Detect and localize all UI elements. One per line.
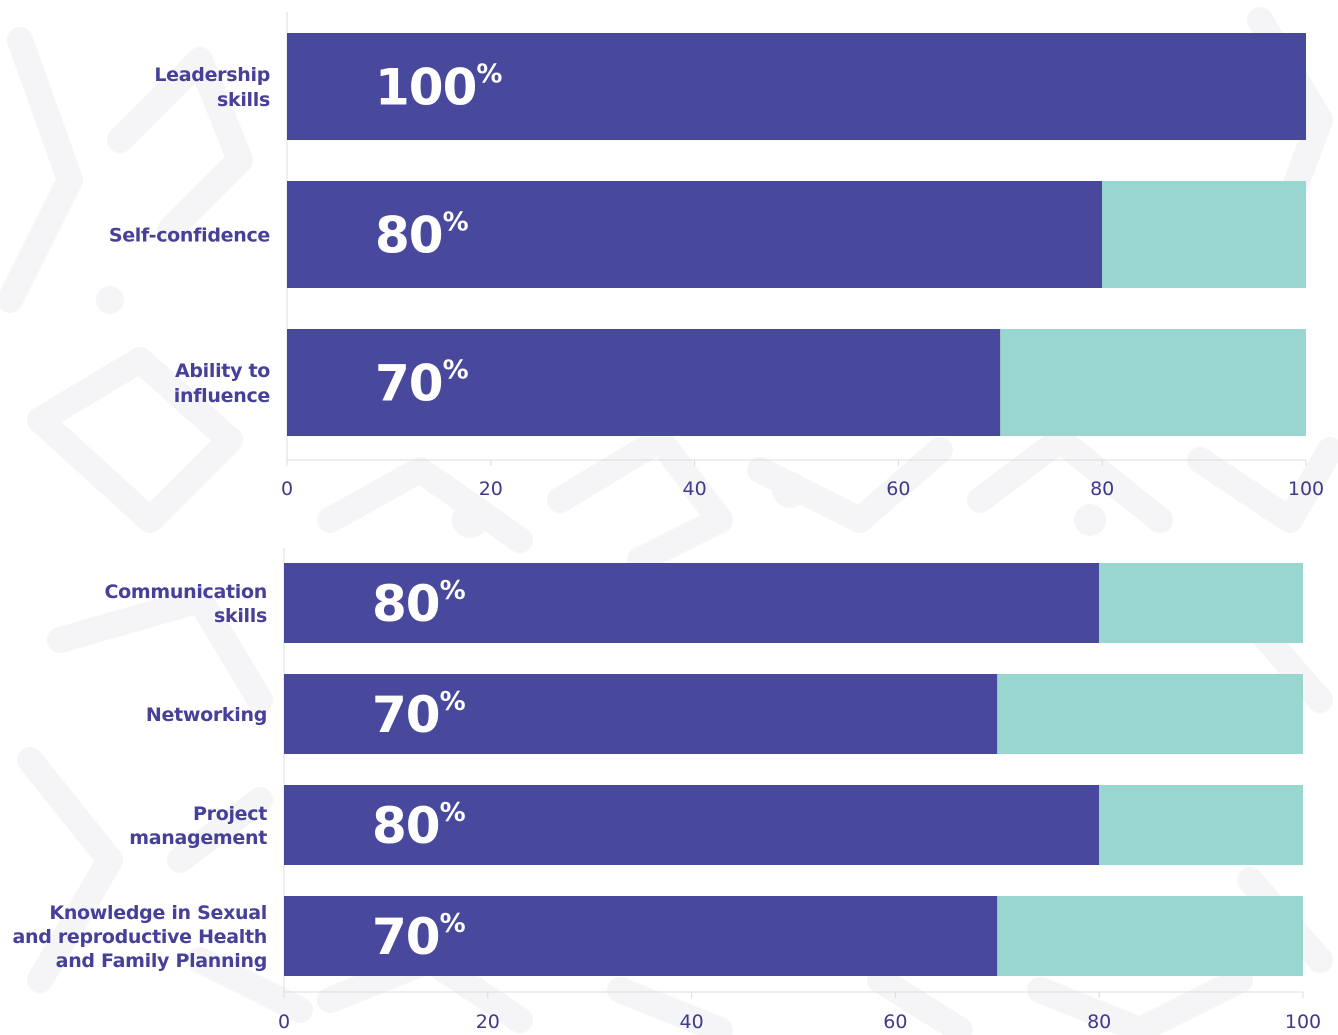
- x-tick-label: 20: [479, 478, 503, 500]
- bar-group: Knowledge in Sexual and reproductive Heal…: [12, 896, 1303, 976]
- value-label: 80%: [375, 207, 469, 265]
- category-label: Project management: [129, 803, 267, 849]
- x-tick-label: 0: [281, 478, 293, 500]
- x-tick-label: 60: [886, 478, 910, 500]
- bar-group: Ability to influence 70%: [174, 329, 1306, 436]
- x-tick-label: 60: [883, 1011, 907, 1033]
- bar-value-segment: [284, 896, 998, 976]
- category-label: Ability to influence: [174, 360, 270, 407]
- bar-remainder-segment: [997, 674, 1303, 754]
- bar-group: Self-confidence 80%: [109, 181, 1306, 288]
- chart-top: 0 20 40 60 80 100 Leadership skills 100% Self-con…: [109, 12, 1324, 500]
- bar-group: Networking 70%: [146, 674, 1303, 754]
- category-label: Networking: [146, 704, 267, 726]
- x-tick-label: 40: [683, 478, 707, 500]
- x-tick-label: 80: [1090, 478, 1114, 500]
- bar-remainder-segment: [1102, 181, 1306, 288]
- bar-group: Communication skills 80%: [104, 563, 1303, 643]
- value-label: 100%: [375, 59, 502, 117]
- bar-remainder-segment: [1000, 329, 1306, 436]
- x-tick-label: 80: [1087, 1011, 1111, 1033]
- bar-remainder-segment: [1099, 785, 1303, 865]
- bar-group: Leadership skills 100%: [154, 33, 1306, 140]
- value-label: 70%: [372, 686, 466, 744]
- x-tick-label: 100: [1285, 1011, 1321, 1033]
- category-label: Leadership skills: [154, 64, 270, 111]
- value-label: 70%: [375, 355, 469, 413]
- value-label: 80%: [372, 575, 466, 633]
- x-tick-label: 0: [278, 1011, 290, 1033]
- category-label: Communication skills: [104, 581, 267, 627]
- bar-remainder-segment: [1099, 563, 1303, 643]
- bar-value-segment: [287, 181, 1103, 288]
- category-label: Knowledge in Sexual and reproductive Heal…: [12, 902, 267, 972]
- value-label: 70%: [372, 908, 466, 966]
- category-label: Self-confidence: [109, 225, 270, 247]
- x-tick-label: 100: [1288, 478, 1324, 500]
- x-tick-label: 20: [476, 1011, 500, 1033]
- bar-value-segment: [284, 785, 1100, 865]
- bar-value-segment: [287, 329, 1001, 436]
- bar-remainder-segment: [997, 896, 1303, 976]
- bar-group: Project management 80%: [129, 785, 1303, 865]
- chart-bottom: 0 20 40 60 80 100 Communication skills 80% Networ…: [12, 548, 1321, 1033]
- x-tick-label: 40: [680, 1011, 704, 1033]
- value-label: 80%: [372, 797, 466, 855]
- bar-value-segment: [284, 563, 1100, 643]
- bar-value-segment: [284, 674, 998, 754]
- bar-value-segment: [287, 33, 1306, 140]
